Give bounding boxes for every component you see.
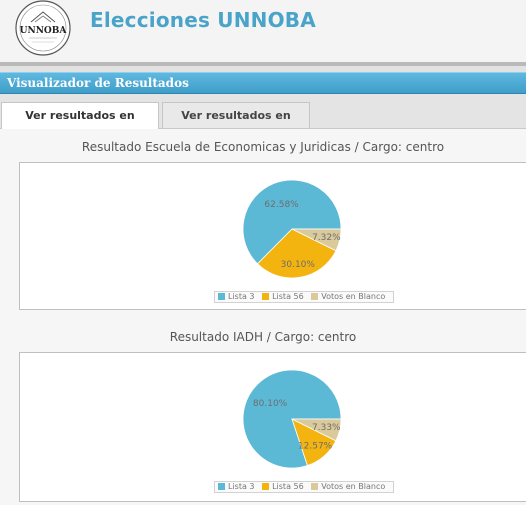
chart-container: 80.10% 12.57% 7.33% Lista 3 Lista 56 Votos… xyxy=(19,352,526,502)
pie-slice-votos-blanco[interactable] xyxy=(291,418,342,442)
legend-item-lista-56: Lista 56 xyxy=(262,292,304,302)
pie-chart: 80.10% 12.57% 7.33% xyxy=(242,369,342,469)
header-divider-light xyxy=(0,66,526,72)
pie-chart: 62.58% 30.10% 7.32% xyxy=(242,179,342,279)
legend-swatch xyxy=(311,293,319,300)
pie-slice-lista-3[interactable] xyxy=(242,179,342,265)
chart-legend: Lista 3 Lista 56 Votos en Blanco xyxy=(214,481,395,493)
legend-label: Lista 3 xyxy=(228,482,255,491)
legend-item-lista-56: Lista 56 xyxy=(262,482,304,492)
pie-data-label: 7.32% xyxy=(312,233,341,243)
chart-title: Resultado IADH / Cargo: centro xyxy=(169,330,357,344)
legend-item-votos-blanco: Votos en Blanco xyxy=(311,482,385,492)
pie-data-label: 7.33% xyxy=(312,423,341,433)
site-header: UNNOBA Elecciones UNNOBA xyxy=(0,0,526,62)
pie-data-label: 62.58% xyxy=(264,200,299,210)
legend-label: Votos en Blanco xyxy=(321,482,386,491)
chart-container: 62.58% 30.10% 7.32% Lista 3 Lista 56 Votos… xyxy=(19,162,526,310)
legend-swatch xyxy=(311,483,319,490)
tab-graficos[interactable]: Ver resultados en gráficos xyxy=(1,102,159,147)
legend-item-votos-blanco: Votos en Blanco xyxy=(311,292,385,302)
legend-label: Lista 56 xyxy=(272,292,304,301)
pie-data-label: 80.10% xyxy=(253,399,288,409)
chart-title: Resultado Escuela de Economicas y Juridi… xyxy=(81,140,445,154)
pie-slice-votos-blanco[interactable] xyxy=(291,228,342,252)
chart-legend: Lista 3 Lista 56 Votos en Blanco xyxy=(214,291,395,303)
logo-lettering: UNNOBA xyxy=(20,26,68,36)
legend-swatch xyxy=(262,483,270,490)
header-divider xyxy=(0,62,526,66)
tab-tablas[interactable]: Ver resultados en tablas xyxy=(162,102,310,147)
legend-label: Lista 3 xyxy=(228,292,255,301)
site-title[interactable]: Elecciones UNNOBA xyxy=(90,8,316,32)
pie-data-label: 12.57% xyxy=(298,442,333,452)
panel-title: Visualizador de Resultados xyxy=(7,76,189,90)
legend-label: Votos en Blanco xyxy=(321,292,386,301)
legend-label: Lista 56 xyxy=(272,482,304,491)
legend-swatch xyxy=(218,483,225,490)
panel-header: Visualizador de Resultados xyxy=(0,72,526,94)
tab-bar: Ver resultados en gráficos Ver resultado… xyxy=(0,94,526,147)
legend-item-lista-3: Lista 3 xyxy=(218,292,255,302)
pie-data-label: 30.10% xyxy=(281,260,316,270)
legend-item-lista-3: Lista 3 xyxy=(218,482,255,492)
legend-swatch xyxy=(262,293,270,300)
legend-swatch xyxy=(218,293,225,300)
unnoba-logo-icon: UNNOBA xyxy=(15,0,71,56)
charts-content: Resultado Escuela de Economicas y Juridi… xyxy=(0,129,526,505)
